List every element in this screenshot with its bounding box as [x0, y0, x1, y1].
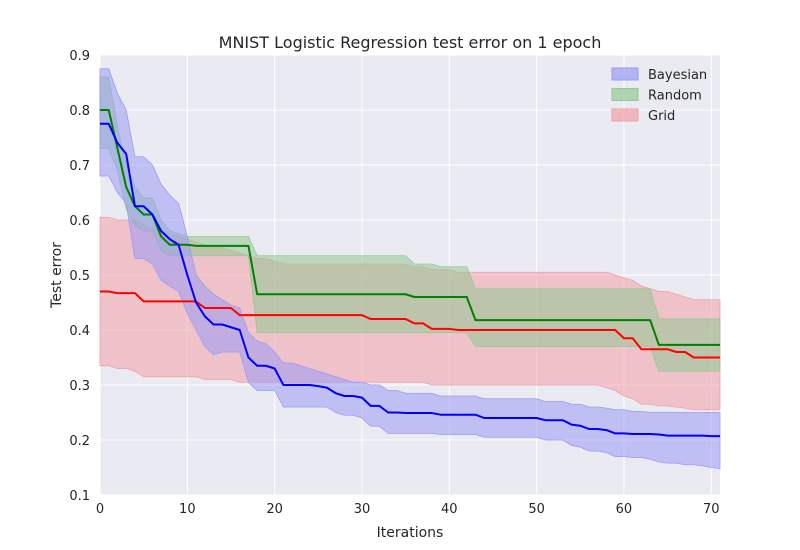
- y-tick-label: 0.8: [69, 104, 90, 119]
- x-tick-label: 70: [703, 502, 720, 517]
- band-random: [99, 76, 721, 372]
- y-tick-label: 0.3: [69, 379, 90, 394]
- line-grid: [100, 290, 720, 359]
- x-tick-label: 60: [616, 502, 633, 517]
- y-tick-label: 0.1: [69, 489, 90, 504]
- line-random: [100, 109, 720, 346]
- tick-labels: 0 10 20 30 40 50 60 70 0.1 0.2 0.3 0.4 0.5 0.6 0.7 0.8 0…: [69, 49, 719, 517]
- chart-title: MNIST Logistic Regression test error on …: [219, 33, 602, 52]
- x-tick-label: 30: [354, 502, 371, 517]
- legend: Bayesian Random Grid: [611, 67, 707, 124]
- line-bayesian: [100, 122, 720, 438]
- y-tick-label: 0.5: [69, 269, 90, 284]
- y-tick-label: 0.4: [69, 324, 90, 339]
- x-tick-label: 0: [96, 502, 104, 517]
- series-lines: [100, 109, 720, 438]
- legend-label-grid: Grid: [648, 109, 675, 124]
- y-tick-label: 0.6: [69, 214, 90, 229]
- y-tick-label: 0.7: [69, 159, 90, 174]
- x-tick-label: 10: [179, 502, 196, 517]
- band-bayesian: [99, 68, 721, 470]
- legend-label-random: Random: [648, 89, 702, 104]
- x-axis-label: Iterations: [377, 525, 444, 541]
- legend-swatch-random: [611, 88, 639, 101]
- legend-swatch-grid: [611, 108, 639, 122]
- x-tick-label: 40: [441, 502, 458, 517]
- legend-label-bayesian: Bayesian: [648, 68, 707, 83]
- y-tick-label: 0.2: [69, 434, 90, 449]
- x-tick-label: 50: [528, 502, 545, 517]
- confidence-bands: [99, 68, 721, 470]
- legend-swatch-bayesian: [611, 67, 639, 81]
- y-tick-label: 0.9: [69, 49, 90, 64]
- x-tick-label: 20: [266, 502, 283, 517]
- y-axis-label: Test error: [49, 242, 65, 309]
